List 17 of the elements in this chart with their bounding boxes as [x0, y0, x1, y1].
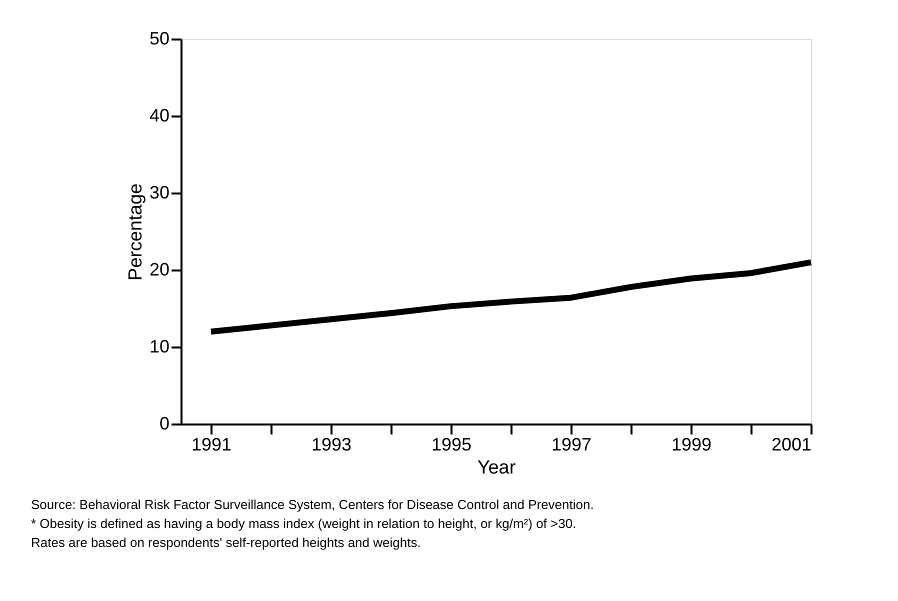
- y-tick-label: 50: [149, 28, 170, 48]
- x-tick-label: 2001: [771, 434, 812, 454]
- x-tick-label: 1995: [431, 434, 472, 454]
- text: * Obesity is defined as having a body mass index (weight in relation to height, or kg/m²) of >30.: [30, 516, 576, 531]
- y-tick-label: 40: [149, 106, 170, 126]
- source-note: Source: Behavioral Risk Factor Surveillance System, Centers for Disease Control and Prevention.: [30, 497, 594, 512]
- y-tick-label: 20: [149, 260, 170, 280]
- x-tick-label: 1999: [671, 434, 712, 454]
- x-tick-label: 1993: [311, 434, 352, 454]
- y-tick-label: 0: [159, 414, 170, 434]
- x-tick-label: 1997: [551, 434, 592, 454]
- y-axis-title: Percentage: [125, 183, 146, 281]
- text: Rates are based on respondents' self-reported heights and weights.: [30, 535, 421, 550]
- x-tick-label: 1991: [191, 434, 232, 454]
- y-tick-label: 10: [149, 336, 170, 356]
- y-tick-label: 30: [149, 182, 170, 202]
- x-axis-title: Year: [477, 458, 516, 478]
